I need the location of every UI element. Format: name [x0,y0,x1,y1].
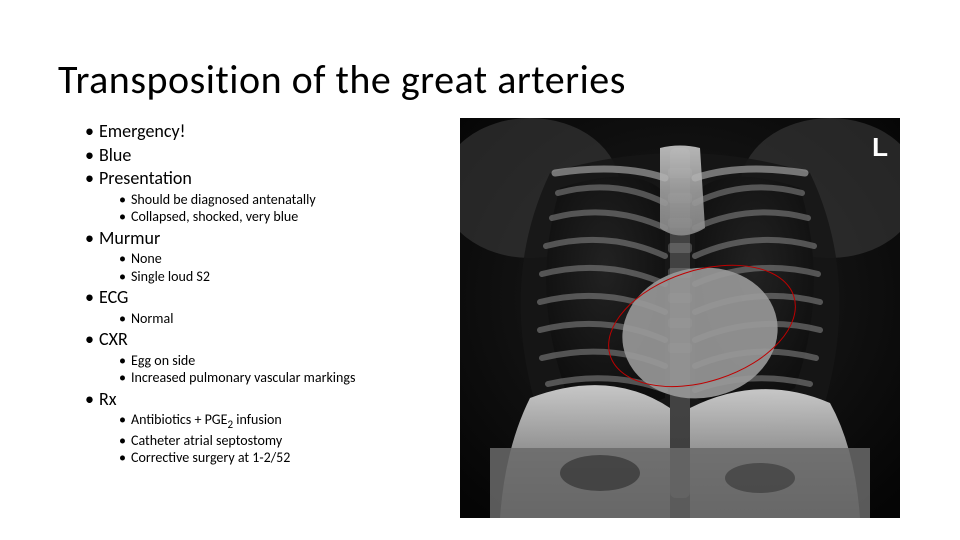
bullet-text: Catheter atrial septostomy [131,432,282,449]
sub-list: Normal [119,310,485,328]
bullet-text: Presentation [99,167,192,189]
sub-bullet: Single loud S2 [119,268,485,286]
bullet-murmur: Murmur None Single loud S2 [85,227,485,286]
sub-list: Antibiotics + PGE2 infusion Catheter atr… [119,411,485,467]
bullet-text: Single loud S2 [131,268,210,285]
sub-list: Should be diagnosed antenatally Collapse… [119,191,485,226]
bullet-blue: Blue [85,144,485,167]
xray-side-marker: L [872,132,888,163]
bullet-rx: Rx Antibiotics + PGE2 infusion Catheter … [85,388,485,467]
sub-bullet: Corrective surgery at 1-2/52 [119,449,485,467]
bullet-text: Normal [131,310,173,327]
bullet-text: Blue [99,144,131,166]
sub-bullet: Antibiotics + PGE2 infusion [119,411,485,432]
bullet-text: Murmur [99,227,160,249]
sub-bullet: None [119,250,485,268]
bullet-text: infusion [233,411,282,428]
bullet-text: Should be diagnosed antenatally [131,191,316,208]
sub-bullet: Collapsed, shocked, very blue [119,208,485,226]
bullet-ecg: ECG Normal [85,286,485,327]
sub-bullet: Increased pulmonary vascular markings [119,369,485,387]
sub-bullet: Egg on side [119,352,485,370]
bullet-text: Corrective surgery at 1-2/52 [131,449,290,466]
bullet-text: ECG [99,286,128,308]
bullet-presentation: Presentation Should be diagnosed antenat… [85,167,485,226]
bullet-emergency: Emergency! [85,120,485,143]
bullet-text: None [131,250,162,267]
bullet-text: Collapsed, shocked, very blue [131,208,298,225]
bullet-text: Egg on side [131,352,195,369]
sub-bullet: Catheter atrial septostomy [119,432,485,450]
bullet-cxr: CXR Egg on side Increased pulmonary vasc… [85,328,485,387]
bullet-text: Rx [99,388,117,410]
slide-title: Transposition of the great arteries [58,55,626,104]
bullet-list: Emergency! Blue Presentation Should be d… [85,120,485,467]
bullet-text: Emergency! [99,120,186,142]
sub-list: None Single loud S2 [119,250,485,285]
sub-bullet: Normal [119,310,485,328]
sub-bullet: Should be diagnosed antenatally [119,191,485,209]
chest-xray-image: L [460,118,900,518]
bullet-content: Emergency! Blue Presentation Should be d… [85,120,485,468]
bullet-text: CXR [99,328,128,350]
slide: Transposition of the great arteries Emer… [0,0,960,540]
bullet-text: Antibiotics + PGE [131,411,227,428]
sub-list: Egg on side Increased pulmonary vascular… [119,352,485,387]
bullet-text: Increased pulmonary vascular markings [131,369,355,386]
